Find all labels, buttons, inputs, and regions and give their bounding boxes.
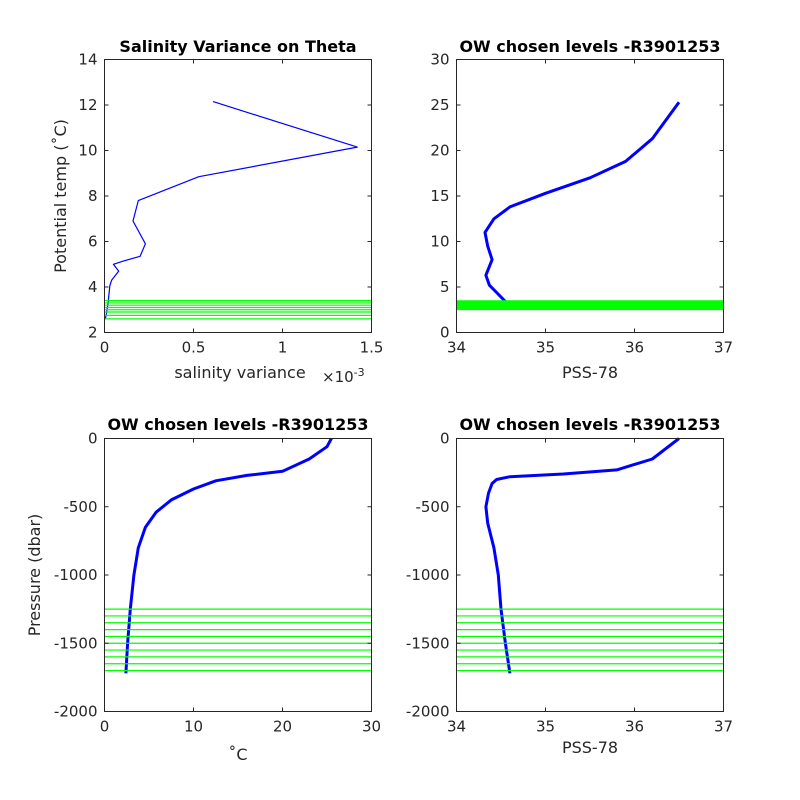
panel-temperature-pressure: OW chosen levels -R3901253 0 10 20 30 -2000… (25, 415, 381, 764)
y-tick-label: 10 (430, 233, 449, 251)
y-tick-label: 0 (440, 430, 450, 448)
x-tick-label: 0 (100, 339, 110, 357)
chart-title: Salinity Variance on Theta (119, 37, 356, 56)
series-line-1 (104, 101, 358, 320)
x-tick-label: 37 (714, 339, 733, 357)
x-tick-label: 36 (625, 339, 644, 357)
series-line-1 (124, 437, 333, 674)
x-tick-label: 34 (447, 718, 466, 736)
x-tick-label: 35 (536, 718, 555, 736)
x-tick-label: 0 (100, 718, 110, 736)
x-tick-label: 10 (184, 718, 203, 736)
y-tick-label: -1000 (406, 566, 450, 584)
y-tick-label: 6 (88, 233, 98, 251)
x-tick-label: 20 (273, 718, 292, 736)
x-axis-label: PSS-78 (562, 363, 618, 382)
y-tick-label: -2000 (406, 703, 450, 721)
panel-salinity-theta: OW chosen levels -R3901253 34 35 36 37 0 5 10… (430, 37, 733, 382)
y-axis-label: Pressure (dbar) (25, 514, 44, 637)
panel-salinity-variance: Salinity Variance on Theta 0 0.5 1 1.5 2 4 6 8… (51, 37, 383, 386)
y-tick-label: 14 (78, 51, 97, 69)
y-tick-label: 25 (430, 96, 449, 114)
y-tick-label: 5 (440, 278, 450, 296)
y-tick-label: 15 (430, 187, 449, 205)
x-tick-label: 30 (362, 718, 381, 736)
y-tick-label: -1500 (406, 634, 450, 652)
chart-title: OW chosen levels -R3901253 (459, 37, 720, 56)
x-tick-label: 35 (536, 339, 555, 357)
y-tick-label: 12 (78, 96, 97, 114)
x-axis-exponent: ×10-3 (322, 366, 365, 386)
x-tick-label: 36 (625, 718, 644, 736)
y-tick-label: 0 (88, 430, 98, 448)
y-tick-label: 30 (430, 51, 449, 69)
x-axis-label: ˚C (228, 745, 247, 764)
y-tick-label: 8 (88, 187, 98, 205)
panel-salinity-pressure: OW chosen levels -R3901253 34 35 36 37 -200… (406, 415, 733, 757)
y-axis-label: Potential temp (˚C) (51, 119, 70, 273)
x-axis-label: salinity variance (174, 363, 305, 382)
x-tick-label: 34 (447, 339, 466, 357)
y-tick-label: 10 (78, 142, 97, 160)
x-tick-label: 0.5 (182, 339, 206, 357)
y-tick-label: -500 (63, 498, 97, 516)
chart-title: OW chosen levels -R3901253 (459, 415, 720, 434)
y-tick-label: 4 (88, 278, 98, 296)
axes-frame (104, 59, 372, 333)
x-tick-label: 1.5 (360, 339, 384, 357)
x-tick-label: 37 (714, 718, 733, 736)
series-line-1 (483, 101, 681, 303)
chart-title: OW chosen levels -R3901253 (107, 415, 368, 434)
y-tick-label: 20 (430, 142, 449, 160)
y-tick-label: -1500 (54, 634, 98, 652)
y-tick-label: -500 (415, 498, 449, 516)
y-tick-label: -2000 (54, 703, 98, 721)
x-axis-label: PSS-78 (562, 738, 618, 757)
x-tick-label: 1 (278, 339, 288, 357)
series-line-1 (484, 437, 680, 674)
y-tick-label: 2 (88, 324, 98, 342)
y-tick-label: 0 (440, 324, 450, 342)
y-tick-label: -1000 (54, 566, 98, 584)
